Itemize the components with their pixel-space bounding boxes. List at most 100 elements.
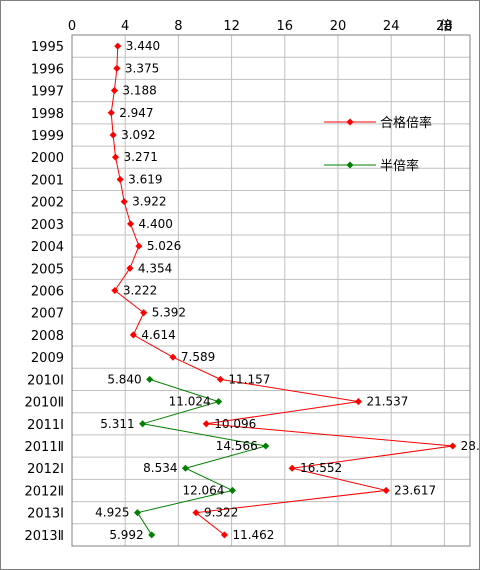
data-label: 11.462 — [232, 528, 274, 542]
category-label: 2001 — [31, 173, 64, 188]
data-label: 5.311 — [100, 417, 134, 431]
series-red: 3.440 3.375 3.188 2.947 3.092 3.271 3.619 3.922… — [107, 39, 480, 542]
data-point — [139, 420, 147, 428]
data-label: 23.617 — [394, 483, 436, 497]
data-point — [140, 309, 148, 317]
data-point — [220, 531, 228, 539]
data-point — [109, 131, 117, 139]
data-point — [107, 109, 115, 117]
data-label: 8.534 — [143, 461, 177, 475]
category-label: 1997 — [31, 85, 64, 100]
data-label: 3.092 — [121, 128, 155, 142]
data-label: 5.026 — [147, 239, 181, 253]
legend-marker — [346, 161, 354, 169]
data-point — [288, 464, 296, 472]
legend-label: 半倍率 — [380, 158, 419, 174]
category-label: 2003 — [31, 218, 64, 233]
category-label: 2013Ⅰ — [27, 507, 64, 522]
category-label: 2009 — [31, 351, 64, 366]
data-point — [354, 398, 362, 406]
data-point — [215, 398, 223, 406]
data-label: 4.925 — [95, 506, 129, 520]
data-point — [126, 264, 134, 272]
legend-marker — [346, 118, 354, 126]
category-label: 2000 — [31, 151, 64, 166]
category-label: 2012Ⅱ — [25, 484, 64, 499]
data-label: 10.096 — [214, 417, 256, 431]
data-label: 4.400 — [139, 217, 173, 231]
x-tick-label: 16 — [277, 19, 294, 34]
category-label: 1999 — [31, 129, 64, 144]
data-point — [110, 87, 118, 95]
data-point — [216, 375, 224, 383]
category-label: 2005 — [31, 262, 64, 277]
data-label: 11.024 — [169, 395, 211, 409]
data-label: 4.354 — [138, 261, 172, 275]
data-point — [133, 509, 142, 517]
data-point — [111, 286, 119, 295]
data-label: 3.440 — [126, 39, 160, 53]
x-tick-label: 12 — [223, 19, 240, 34]
x-axis-unit-label: 倍 — [439, 19, 452, 34]
data-label: 9.322 — [204, 506, 238, 520]
data-label: 11.157 — [228, 372, 270, 386]
data-point — [228, 486, 236, 494]
category-labels: 1995 1996 1997 1998 1999 2000 2001 2002 2003 2004… — [25, 40, 64, 544]
data-point — [449, 442, 457, 450]
category-label: 2008 — [31, 329, 64, 344]
data-label: 12.064 — [182, 483, 224, 497]
category-label: 2010Ⅰ — [27, 373, 64, 388]
data-label: 7.589 — [181, 350, 215, 364]
data-label: 3.222 — [123, 284, 157, 298]
data-point — [262, 442, 270, 450]
data-label: 3.922 — [132, 195, 166, 209]
category-label: 2011Ⅱ — [25, 440, 64, 455]
category-label: 1998 — [31, 107, 64, 122]
data-point — [181, 464, 190, 472]
data-label: 16.552 — [300, 461, 342, 475]
category-label: 2010Ⅱ — [25, 396, 64, 411]
legend-label: 合格倍率 — [380, 115, 432, 131]
series: 3.440 3.375 3.188 2.947 3.092 3.271 3.619 3.922… — [95, 39, 480, 542]
x-tick-label: 20 — [330, 19, 347, 34]
data-label: 28.623 — [461, 439, 480, 453]
data-point — [135, 242, 143, 250]
x-tick-label: 28 — [436, 19, 453, 34]
data-point — [202, 420, 210, 428]
data-label: 5.392 — [152, 306, 186, 320]
data-point — [111, 153, 120, 161]
category-label: 2002 — [31, 196, 64, 211]
data-label: 21.537 — [366, 395, 408, 409]
data-label: 3.188 — [122, 84, 156, 98]
category-label: 2011Ⅰ — [27, 418, 64, 433]
category-label: 2007 — [31, 307, 64, 322]
data-point — [126, 220, 135, 228]
data-label: 3.271 — [124, 150, 158, 164]
grid — [72, 35, 470, 546]
data-label: 3.375 — [125, 61, 159, 75]
x-axis-ticks: 0 4 8 12 16 20 24 28 — [68, 19, 453, 34]
series-green: 5.840 11.024 5.311 14.566 8.534 12.064 4.925 5.… — [95, 372, 270, 542]
category-label: 2013Ⅱ — [25, 529, 64, 544]
data-label: 14.566 — [216, 439, 258, 453]
category-label: 1995 — [31, 40, 64, 55]
data-point — [129, 331, 137, 339]
category-label: 1996 — [31, 62, 64, 77]
data-point — [192, 509, 200, 517]
x-tick-label: 4 — [121, 19, 129, 34]
data-point — [120, 198, 128, 206]
data-point — [148, 531, 156, 539]
data-label: 3.619 — [128, 172, 162, 186]
data-label: 2.947 — [119, 106, 153, 120]
category-label: 2006 — [31, 285, 64, 300]
series-line — [136, 378, 266, 536]
category-label: 2004 — [31, 240, 64, 255]
category-label: 2012Ⅰ — [27, 462, 64, 477]
data-label: 4.614 — [141, 328, 175, 342]
data-label: 5.840 — [107, 372, 141, 386]
data-label: 5.992 — [109, 528, 143, 542]
data-point — [169, 353, 177, 361]
